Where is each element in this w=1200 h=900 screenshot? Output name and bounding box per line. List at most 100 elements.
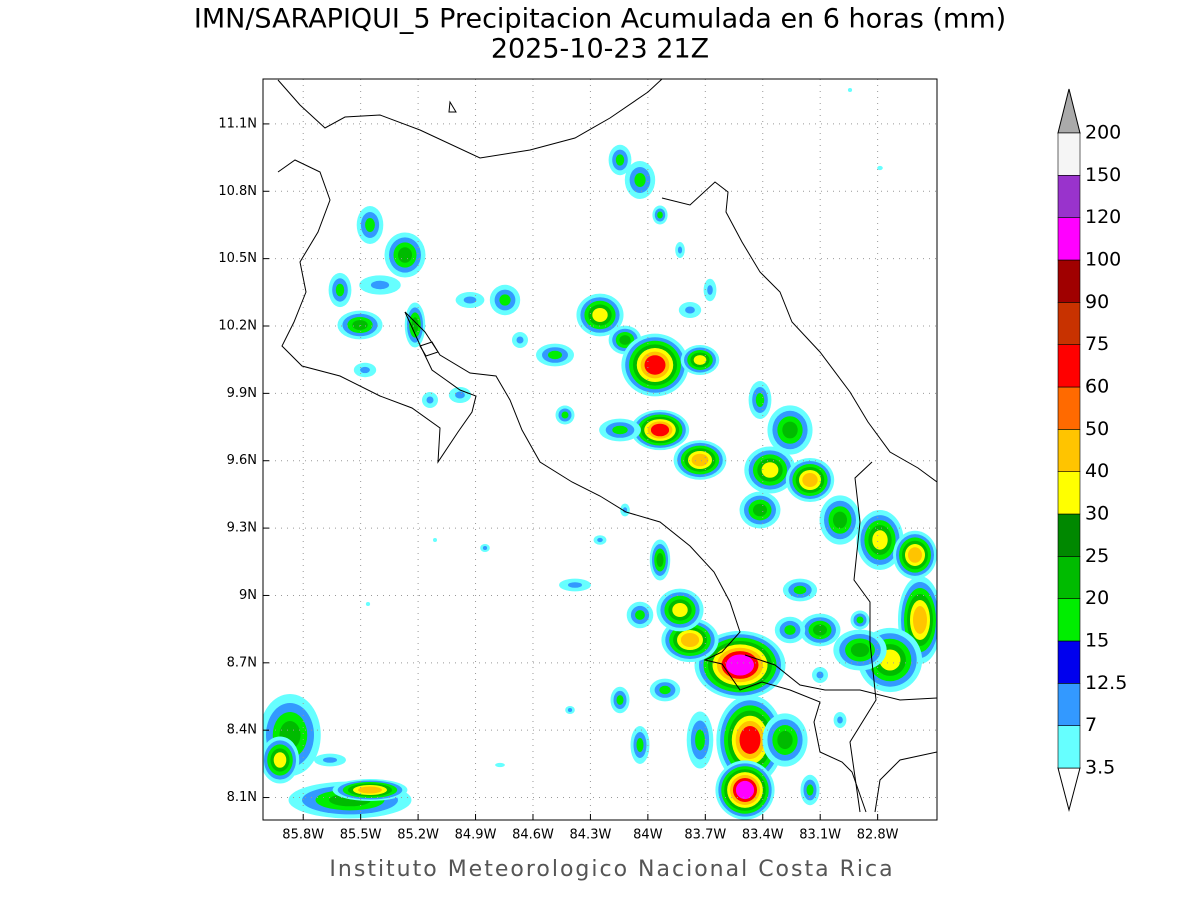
colorbar-segment (1057, 386, 1081, 430)
colorbar-label: 40 (1085, 460, 1109, 482)
rain-contour (365, 602, 371, 606)
x-tick-label: 84.6W (512, 828, 554, 843)
island (419, 341, 439, 357)
colorbar-over (1057, 88, 1081, 134)
rain-contour (753, 503, 767, 517)
colorbar-segment (1057, 640, 1081, 684)
colorbar-label: 100 (1085, 249, 1121, 271)
rain-contour (411, 317, 419, 333)
colorbar-label: 30 (1085, 503, 1109, 525)
rain-contour (323, 757, 337, 763)
colorbar-label: 150 (1085, 164, 1121, 186)
rain-contour (726, 654, 754, 676)
rain-contour (659, 685, 671, 695)
rain-contour (616, 695, 624, 705)
colorbar-segment (1057, 344, 1081, 388)
rain-contour (612, 425, 628, 435)
x-tick-label: 83.1W (799, 828, 841, 843)
axis-ticks: 85.8W 85.5W 85.2W 84.9W 84.6W 84.3W 84W 83.7W 83… (218, 116, 898, 842)
colorbar-label: 25 (1085, 545, 1109, 567)
colorbar-label: 7 (1085, 714, 1097, 736)
rain-contour (335, 283, 345, 297)
rain-contour (677, 246, 683, 254)
rain-contour (813, 624, 827, 636)
rain-contour (656, 553, 664, 567)
colorbar-label: 200 (1085, 122, 1121, 144)
rain-contour (567, 708, 573, 712)
rain-contour (622, 507, 628, 513)
rain-contour (358, 786, 382, 794)
y-tick-label: 10.5N (218, 251, 257, 266)
rain-contour (816, 671, 824, 679)
y-tick-label: 8.1N (227, 790, 257, 805)
coastlines (277, 79, 937, 813)
colorbar-label: 20 (1085, 587, 1109, 609)
colorbar-label: 75 (1085, 333, 1109, 355)
x-tick-label: 85.2W (397, 828, 439, 843)
rain-contour (499, 294, 511, 306)
rain-contour (561, 411, 569, 419)
colorbar-segment (1057, 132, 1081, 176)
rain-contour (908, 547, 922, 563)
colorbar-segment (1057, 513, 1081, 557)
y-tick-label: 9N (239, 588, 257, 603)
rain-contour (695, 729, 705, 751)
coastline (277, 79, 663, 159)
rain-contour (784, 625, 796, 635)
rain-contour (693, 355, 707, 365)
rain-contour (455, 391, 465, 399)
rain-contour (833, 511, 847, 529)
rain-contour (635, 610, 645, 620)
colorbar-segment (1057, 556, 1081, 599)
y-tick-label: 10.8N (218, 184, 257, 199)
x-tick-label: 84.3W (570, 828, 612, 843)
colorbar-segment (1057, 598, 1081, 642)
rain-contour (548, 350, 562, 360)
y-tick-label: 11.1N (218, 116, 257, 131)
x-tick-label: 85.8W (282, 828, 324, 843)
colorbar-segment (1057, 302, 1081, 345)
rain-contour (877, 165, 883, 171)
rain-contour (370, 280, 390, 290)
x-tick-label: 83.4W (742, 828, 784, 843)
rain-contour (644, 355, 666, 375)
colorbar-label: 15 (1085, 630, 1109, 652)
title: IMN/SARAPIQUI_5 Precipitacion Acumulada … (194, 4, 1006, 35)
colorbar-segment (1057, 683, 1081, 726)
colorbar: 3.5 7 12.5 15 20 25 30 40 50 60 75 90 100 120 150 200 (1057, 88, 1127, 812)
colorbar-segment (1057, 175, 1081, 218)
rain-contour (352, 320, 368, 330)
rain-contour (837, 716, 843, 724)
y-tick-label: 9.9N (227, 386, 257, 401)
colorbar-segment (1057, 429, 1081, 472)
x-tick-label: 84W (633, 828, 663, 843)
colorbar-label: 50 (1085, 418, 1109, 440)
rain-contour (650, 423, 670, 437)
rain-contour (739, 726, 761, 754)
rain-contour (761, 462, 779, 478)
rain-contour (463, 296, 477, 304)
rain-contour (735, 780, 755, 800)
colorbar-label: 120 (1085, 206, 1121, 228)
colorbar-under (1057, 767, 1081, 812)
rain-contour (360, 366, 370, 374)
rain-contour (913, 606, 927, 634)
x-tick-label: 85.5W (340, 828, 382, 843)
rain-contour (680, 633, 700, 647)
rain-contour (619, 335, 631, 345)
rain-contour (657, 211, 663, 219)
precipitation-field (263, 88, 937, 820)
rain-contour (433, 538, 437, 542)
y-tick-label: 8.7N (227, 655, 257, 670)
rain-contour (592, 308, 608, 322)
rain-contour (850, 643, 870, 657)
rain-contour (568, 582, 582, 588)
coastline (404, 311, 867, 813)
rain-contour (426, 396, 434, 404)
coastline (277, 159, 477, 464)
colorbar-label: 60 (1085, 376, 1109, 398)
x-tick-label: 84.9W (455, 828, 497, 843)
rain-contour (707, 285, 713, 295)
